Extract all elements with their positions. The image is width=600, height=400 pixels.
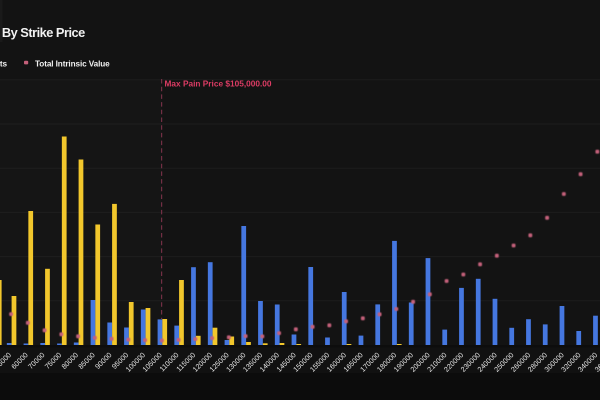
svg-text:Max Pain Price $105,000.00: Max Pain Price $105,000.00 — [165, 79, 272, 89]
svg-text:By Strike Price: By Strike Price — [2, 25, 85, 40]
svg-text:Puts: Puts — [0, 60, 8, 69]
svg-text:Total Intrinsic Value: Total Intrinsic Value — [35, 60, 110, 69]
